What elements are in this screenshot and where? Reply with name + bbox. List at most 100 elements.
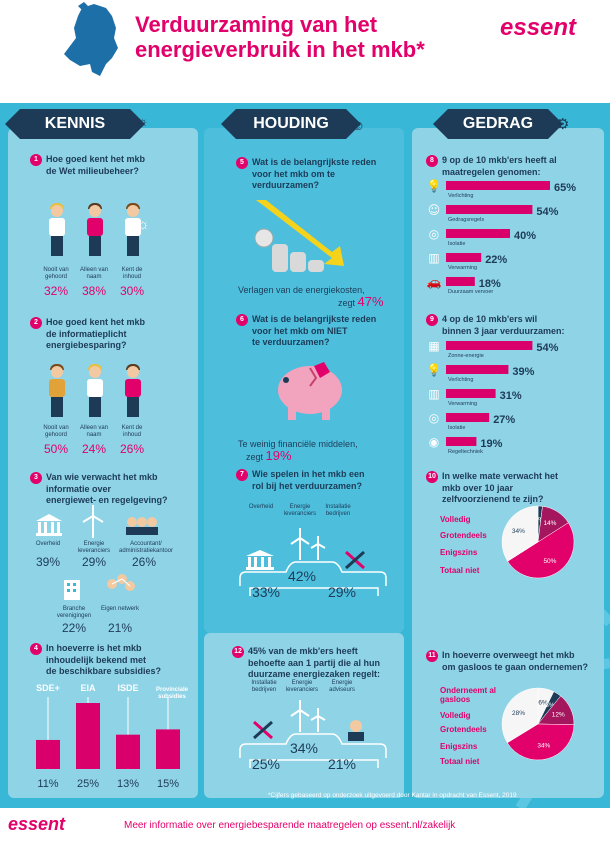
q12-label-0: Installatie bedrijven — [251, 680, 277, 693]
q10-slice-2 — [507, 522, 575, 579]
kennis-column — [8, 128, 198, 798]
advisor-icon — [348, 720, 364, 741]
q1-pct-2: 30% — [119, 284, 145, 298]
q2-label-1: Alleen van naam — [79, 425, 109, 438]
government-building-icon — [246, 550, 274, 570]
q4-category-1: EIA — [80, 683, 96, 693]
q4-value-2: 13% — [117, 778, 139, 790]
q10-legend-2: Enigszins — [440, 548, 478, 557]
q9-bar-1 — [446, 365, 509, 374]
q4-category-3: Provinciale subsidies — [156, 687, 189, 700]
head-icon: ☺ — [428, 203, 441, 217]
gasless-pie: 6%3% 12% 34% 28% — [501, 687, 575, 761]
q9-value-1: 39% — [512, 366, 534, 378]
q11-legend-1: Volledig — [440, 711, 471, 720]
q8-bar-0 — [446, 181, 550, 190]
q1-label-2: Kent de inhoud — [121, 267, 143, 280]
q11-value-2: 12% — [552, 712, 565, 719]
q11-value-1: 3% — [545, 702, 555, 709]
q10-legend-3: Totaal niet — [440, 566, 480, 575]
question-10: 10 In welke mate verwacht het mkb over 10… — [426, 471, 604, 505]
q11-slice-3 — [506, 723, 575, 761]
wind-turbine-icon — [290, 700, 326, 732]
q11-legend-2: Grotendeels — [440, 725, 487, 734]
q10-value-0: 2% — [535, 517, 545, 524]
person-1a — [46, 203, 68, 257]
q5-answer: Verlagen van de energiekosten, zegt 47% — [238, 285, 384, 309]
q8-value-3: 22% — [485, 254, 507, 266]
q8-label-4: Duurzaam vervoer — [448, 289, 493, 295]
footnote: *Cijfers gebaseerd op onderzoek uitgevoe… — [268, 792, 517, 799]
q7-label-1: Energie leveranciers — [283, 504, 317, 517]
tools-icon — [345, 550, 365, 570]
q10-legend-1: Grotendeels — [440, 531, 487, 540]
q4-value-1: 25% — [77, 778, 99, 790]
q7-pct-0: 33% — [251, 584, 281, 600]
q1-pct-0: 32% — [43, 284, 69, 298]
q4-value-3: 15% — [157, 778, 179, 790]
q11-legend-3: Enigszins — [440, 742, 478, 751]
wind-turbine-icon — [82, 505, 104, 538]
q12-pct-0: 25% — [251, 756, 281, 772]
page-title: Verduurzaming van het energieverbruik in… — [135, 12, 425, 62]
q8-label-0: Verlichting — [448, 193, 473, 199]
q8-label-3: Verwarming — [448, 265, 477, 271]
netherlands-map-icon — [64, 2, 118, 76]
q8-bar-3 — [446, 253, 482, 262]
question-3: 3 Van wie verwacht het mkb informatie ove… — [30, 472, 195, 506]
q12-pct-1: 34% — [289, 740, 319, 756]
q11-value-4: 28% — [512, 710, 525, 717]
houding-ribbon: HOUDING — [221, 109, 361, 139]
q6-answer: Te weinig financiële middelen, zegt 19% — [238, 439, 358, 463]
q11-value-3: 34% — [537, 743, 550, 750]
q3-pct-3: 22% — [61, 621, 87, 635]
podium-q7 — [239, 528, 387, 596]
self-sufficiency-pie: 2% 14% 50% 34% — [501, 505, 575, 579]
question-1: 1 Hoe goed kent het mkb de Wet milieubehe… — [30, 154, 190, 177]
q9-label-2: Verwarming — [448, 401, 477, 407]
q7-label-2: Installatie bedrijven — [325, 504, 351, 517]
broken-piggy-bank-icon — [278, 362, 342, 420]
q3-pct-0: 39% — [35, 555, 61, 569]
government-building-icon — [36, 514, 62, 536]
houding-column-lower — [204, 633, 404, 798]
gedrag-ribbon: GEDRAG — [433, 109, 563, 139]
q9-bar-0 — [446, 341, 533, 350]
q10-legend-0: Volledig — [440, 515, 471, 524]
q9-bar-3 — [446, 413, 490, 422]
q10-value-3: 34% — [512, 528, 525, 535]
insulation-icon: ◎ — [429, 411, 439, 425]
gedrag-column — [412, 128, 604, 798]
essent-logo: essent — [500, 14, 577, 41]
wind-turbine-icon — [290, 528, 326, 560]
question-12: 12 45% van de mkb'ers heeft behoefte aan … — [232, 646, 404, 680]
q9-label-4: Regeltechniek — [448, 449, 483, 455]
q12-pct-2: 21% — [327, 756, 357, 772]
q4-bar-1 — [76, 703, 100, 769]
header: Verduurzaming van het energieverbruik in… — [0, 0, 610, 103]
q8-label-2: Isolatie — [448, 241, 465, 247]
q7-pct-2: 29% — [327, 584, 357, 600]
q11-legend-4: Totaal niet — [440, 757, 480, 766]
tools-icon — [253, 720, 273, 740]
q9-bar-4 — [446, 437, 477, 446]
q9-value-3: 27% — [493, 414, 515, 426]
car-icon: 🚗 — [427, 275, 442, 289]
thermostat-icon: ◉ — [429, 435, 439, 449]
q3-label-0: Overheid — [35, 541, 61, 547]
footer-text[interactable]: Meer informatie over energiebesparende m… — [124, 820, 456, 831]
q7-pct-1: 42% — [287, 568, 317, 584]
q4-bar-0 — [36, 739, 60, 769]
q8-value-0: 65% — [554, 182, 576, 194]
q12-label-1: Energie leveranciers — [285, 680, 319, 693]
person-2c — [122, 364, 144, 418]
q4-category-2: ISDE — [117, 683, 138, 693]
measures-taken-chart: 💡 Verlichting 65% ☺ Gedragsregels 54% ◎ Isolati… — [427, 179, 577, 295]
q11-legend-0: Onderneemt al gasloos — [440, 686, 497, 704]
q3-pct-2: 26% — [131, 555, 157, 569]
subsidies-bar-chart: SDE+ 11% EIA 25% ISDE 13% Provinciale subsidies… — [36, 683, 189, 790]
essent-logo-footer: essent — [8, 814, 66, 834]
q9-label-0: Zonne-energie — [448, 353, 484, 359]
question-2: 2 Hoe goed kent het mkb de informatieplic… — [30, 317, 190, 351]
